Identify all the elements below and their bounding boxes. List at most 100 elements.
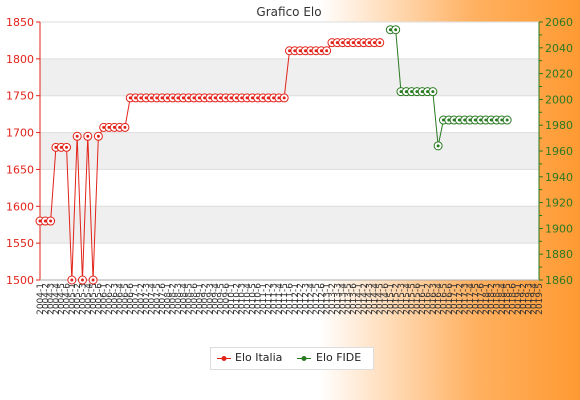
data-point-dot <box>171 96 175 100</box>
grid <box>40 21 539 281</box>
data-point-dot <box>197 96 201 100</box>
right-tick-label: 2040 <box>545 42 573 55</box>
x-tick-label: 2017-4 <box>466 283 476 315</box>
left-tick-label: 1650 <box>6 163 34 176</box>
x-tick-label: 2013-4 <box>339 283 349 315</box>
left-tick-label: 1750 <box>6 90 34 103</box>
x-tick-label: 2010-5 <box>248 283 258 315</box>
x-tick-label: 2019-2 <box>519 283 529 315</box>
grid-band <box>40 58 539 96</box>
x-tick-label: 2013-5 <box>344 283 354 315</box>
data-point-dot <box>357 41 361 45</box>
right-tick-label: 1880 <box>545 248 573 261</box>
data-point-dot <box>187 96 191 100</box>
data-point-dot <box>192 96 196 100</box>
x-tick-label: 2016-6 <box>445 283 455 315</box>
legend-label-fide[interactable]: Elo FIDE <box>316 351 362 364</box>
data-point-dot <box>319 49 323 53</box>
x-tick-label: 2011-1 <box>259 283 269 315</box>
x-tick-label: 2012-5 <box>312 283 322 315</box>
chart-title: Grafico Elo <box>256 5 321 19</box>
data-point-dot <box>112 125 116 129</box>
data-point-dot <box>261 96 265 100</box>
x-tick-label: 2007-6 <box>158 283 168 315</box>
x-tick-label: 2009-1 <box>195 283 205 315</box>
x-tick-label: 2016-5 <box>439 283 449 315</box>
data-point-dot <box>505 118 509 122</box>
series-1 <box>385 25 512 151</box>
left-tick-label: 1500 <box>6 274 34 287</box>
data-point-dot <box>495 118 499 122</box>
left-tick-label: 1600 <box>6 200 34 213</box>
x-tick-label: 2007-5 <box>153 283 163 315</box>
x-tick-label: 2017-2 <box>455 283 465 315</box>
right-tick-label: 2060 <box>545 16 573 29</box>
x-tick-label: 2016-1 <box>418 283 428 315</box>
data-point-dot <box>346 41 350 45</box>
x-tick-label: 2005-2 <box>73 283 83 315</box>
x-tick-label: 2006-6 <box>126 283 136 315</box>
series-0 <box>35 38 385 285</box>
x-axis: 2004-12004-22004-32004-42004-52004-62005… <box>36 279 545 315</box>
x-tick-label: 2016-3 <box>429 283 439 315</box>
data-point-dot <box>325 49 329 53</box>
data-point-dot <box>404 90 408 94</box>
right-tick-label: 1860 <box>545 274 573 287</box>
data-point-dot <box>80 278 84 282</box>
data-point-dot <box>426 90 430 94</box>
data-point-dot <box>70 278 74 282</box>
data-point-dot <box>272 96 276 100</box>
x-tick-label: 2018-6 <box>508 283 518 315</box>
data-point-dot <box>457 118 461 122</box>
x-tick-label: 2008-5 <box>185 283 195 315</box>
x-tick-label: 2019-4 <box>530 283 540 315</box>
data-point-dot <box>484 118 488 122</box>
right-tick-label: 1980 <box>545 119 573 132</box>
x-tick-label: 2008-4 <box>179 283 189 315</box>
right-axis: 1860 1880 1900 1920 1940 1960 1980 2000 2020 2040… <box>538 16 573 287</box>
data-point-dot <box>165 96 169 100</box>
x-tick-label: 2012-3 <box>301 283 311 315</box>
data-point-dot <box>277 96 281 100</box>
x-tick-label: 2012-2 <box>296 283 306 315</box>
data-point-dot <box>245 96 249 100</box>
x-tick-label: 2004-5 <box>57 283 67 315</box>
x-tick-label: 2018-4 <box>498 283 508 315</box>
data-point-dot <box>91 278 95 282</box>
x-tick-label: 2017-1 <box>450 283 460 315</box>
data-point-dot <box>388 28 392 32</box>
x-tick-label: 2014-6 <box>381 283 391 315</box>
data-point-dot <box>38 219 42 223</box>
data-point-dot <box>309 49 313 53</box>
data-point-dot <box>54 145 58 149</box>
x-tick-label: 2008-3 <box>174 283 184 315</box>
x-tick-label: 2011-6 <box>286 283 296 315</box>
x-tick-label: 2006-3 <box>110 283 120 315</box>
x-tick-label: 2017-6 <box>477 283 487 315</box>
x-tick-label: 2009-4 <box>211 283 221 315</box>
x-tick-label: 2009-3 <box>206 283 216 315</box>
x-tick-label: 2006-1 <box>100 283 110 315</box>
data-point-dot <box>468 118 472 122</box>
right-tick-label: 1900 <box>545 222 573 235</box>
x-tick-label: 2010-4 <box>243 283 253 315</box>
x-tick-label: 2004-6 <box>63 283 73 315</box>
legend-label-italia[interactable]: Elo Italia <box>235 351 283 364</box>
data-point-dot <box>489 118 493 122</box>
right-tick-label: 1920 <box>545 197 573 210</box>
data-point-dot <box>293 49 297 53</box>
data-point-dot <box>128 96 132 100</box>
data-point-dot <box>431 90 435 94</box>
data-point-dot <box>330 41 334 45</box>
x-tick-label: 2017-3 <box>461 283 471 315</box>
data-point-dot <box>372 41 376 45</box>
x-tick-label: 2008-1 <box>163 283 173 315</box>
data-point-dot <box>86 134 90 138</box>
data-point-dot <box>351 41 355 45</box>
x-tick-label: 2009-6 <box>222 283 232 315</box>
x-tick-label: 2016-4 <box>434 283 444 315</box>
x-tick-label: 2012-1 <box>291 283 301 315</box>
x-tick-label: 2013-1 <box>323 283 333 315</box>
legend-marker-fide <box>301 356 307 361</box>
